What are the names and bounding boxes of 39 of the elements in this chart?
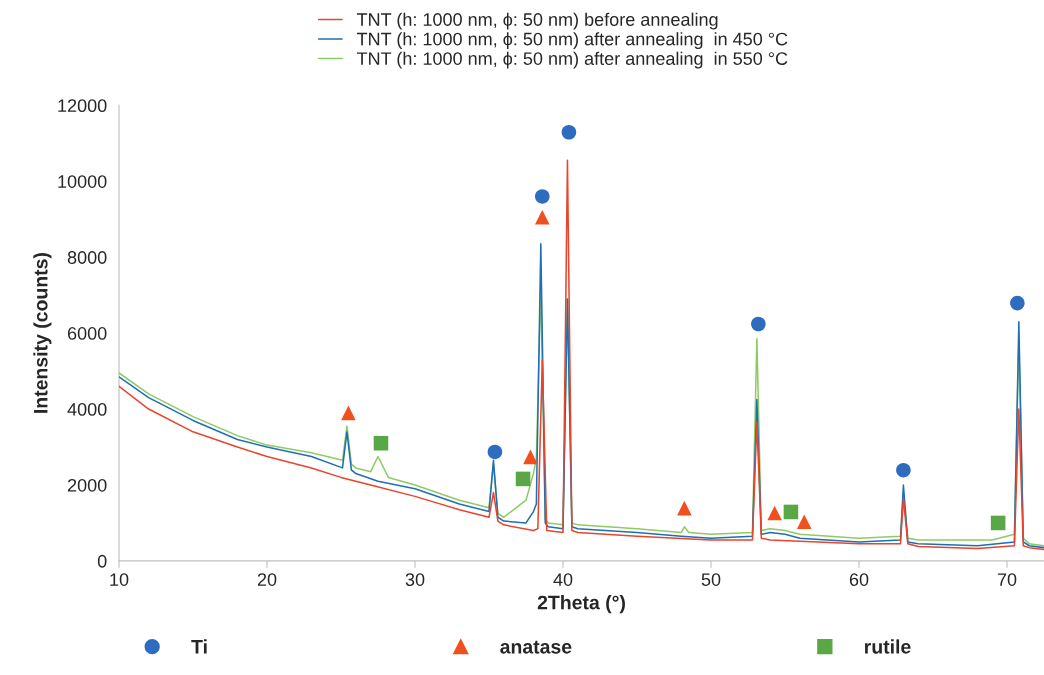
y-tick-label: 4000 <box>67 402 107 416</box>
point <box>677 500 692 516</box>
legend-label: TNT (h: 1000 nm, ϕ: 50 nm) before annealing <box>356 12 718 30</box>
y-tick-label: 6000 <box>67 327 107 340</box>
legend-label: TNT (h: 1000 nm, ϕ: 50 nm) after annealing in 450 °C <box>356 32 788 50</box>
point <box>751 316 766 332</box>
y-tick-label: 10000 <box>58 175 107 188</box>
point <box>523 449 538 465</box>
x-axis-title: 2Theta (°) <box>537 595 625 614</box>
point <box>515 471 531 487</box>
legend-label: anatase <box>500 640 572 654</box>
point <box>896 462 911 478</box>
x-tick-label: 40 <box>553 573 573 586</box>
x-tick-label: 10 <box>110 573 129 586</box>
y-tick-label: 8000 <box>67 251 107 264</box>
point <box>990 515 1006 531</box>
point <box>341 405 356 421</box>
point <box>535 210 550 225</box>
y-tick-label: 2000 <box>67 478 107 492</box>
x-tick-label: 60 <box>849 573 869 586</box>
x-tick-label: 50 <box>701 573 721 586</box>
point <box>783 504 799 520</box>
legend-label: TNT (h: 1000 nm, ϕ: 50 nm) after annealing in 550 °C <box>356 51 788 69</box>
point <box>373 435 389 451</box>
x-tick-label: 70 <box>997 573 1017 586</box>
y-axis-title: Intensity (counts) <box>33 253 52 413</box>
point <box>535 189 550 204</box>
y-tick-label: 12000 <box>58 99 107 113</box>
point <box>767 505 782 521</box>
y-tick-label: 0 <box>97 554 107 568</box>
x-tick-label: 20 <box>257 573 277 586</box>
point <box>796 514 812 530</box>
legend-label: rutile <box>865 639 911 654</box>
point <box>487 444 503 460</box>
legend-label: Ti <box>191 639 207 654</box>
line-series <box>119 159 1044 551</box>
point <box>1010 295 1025 311</box>
point <box>561 124 577 140</box>
x-tick-label: 30 <box>405 573 425 586</box>
